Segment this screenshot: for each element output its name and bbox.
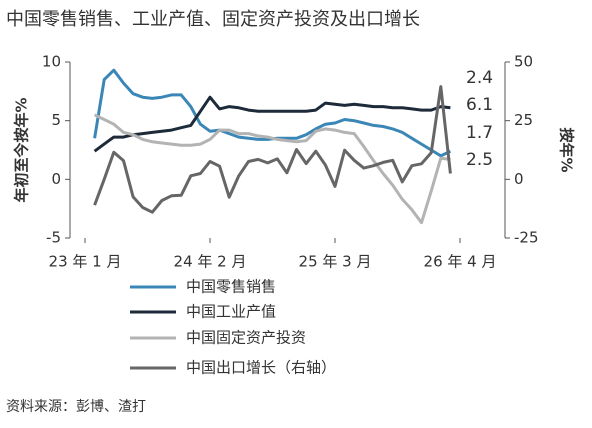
y2-axis-label: 按年% bbox=[558, 127, 576, 172]
legend-label: 中国固定资产投资 bbox=[186, 329, 306, 347]
legend-label: 中国零售销售 bbox=[186, 278, 276, 296]
y-tick-label: 0 bbox=[51, 170, 61, 188]
legend-label: 中国出口增长（右轴） bbox=[186, 359, 336, 377]
y-tick-label: 5 bbox=[51, 111, 61, 129]
end-value-label: 2.4 bbox=[466, 68, 493, 88]
end-value-label: 2.5 bbox=[466, 150, 493, 170]
y2-tick-label: 0 bbox=[514, 170, 524, 188]
y-axis-label: 年初至今按年% bbox=[13, 97, 31, 202]
y-tick-label: -5 bbox=[46, 229, 61, 247]
x-tick-label: 23 年 1 月 bbox=[49, 253, 122, 271]
x-tick-label: 25 年 3 月 bbox=[299, 253, 372, 271]
y2-tick-label: 25 bbox=[514, 111, 533, 129]
y2-tick-label: -25 bbox=[514, 229, 539, 247]
x-tick-label: 26 年 4 月 bbox=[424, 253, 497, 271]
chart-title: 中国零售销售、工业产值、固定资产投资及出口增长 bbox=[6, 9, 420, 30]
y-tick-label: 10 bbox=[42, 53, 61, 71]
legend-label: 中国工业产值 bbox=[186, 303, 276, 321]
series-line bbox=[93, 68, 452, 158]
series-line bbox=[93, 113, 451, 225]
source: 资料来源：彭博、渣打 bbox=[6, 398, 146, 415]
x-tick-label: 24 年 2 月 bbox=[174, 253, 247, 271]
end-value-label: 6.1 bbox=[466, 95, 493, 115]
y2-tick-label: 50 bbox=[514, 53, 533, 71]
series-line bbox=[93, 85, 452, 214]
series-line bbox=[93, 95, 451, 153]
end-value-label: 1.7 bbox=[466, 123, 493, 143]
